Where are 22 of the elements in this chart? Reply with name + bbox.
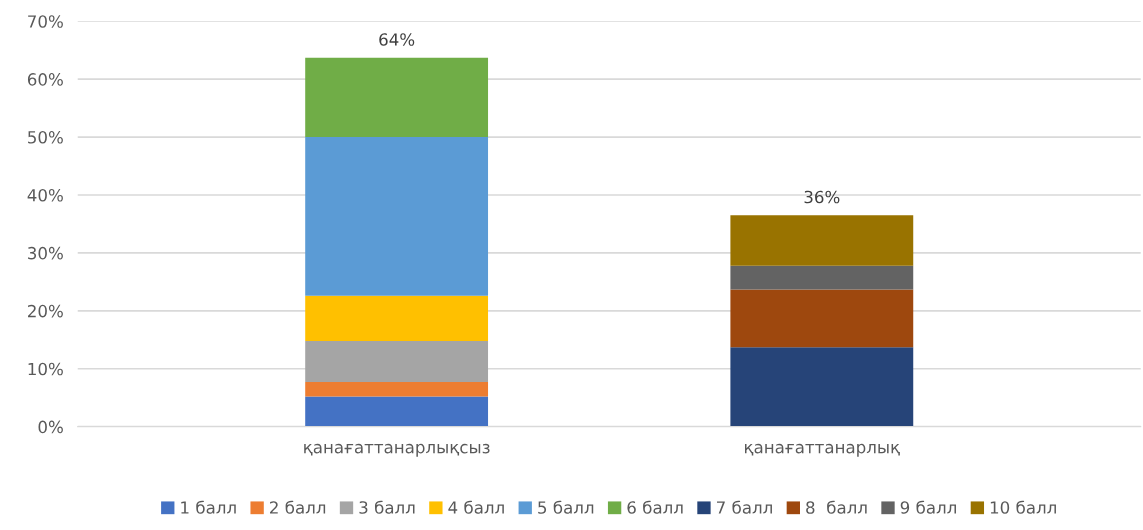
x-tick-label: қанағаттанарлықсыз <box>304 443 490 457</box>
legend-label: 10 балл <box>990 500 1056 514</box>
legend-label: 2 балл <box>270 500 326 514</box>
x-tick-label: қанағаттанарлық <box>745 443 900 457</box>
legend-label: 6 балл <box>627 500 683 514</box>
y-tick-label: 70% <box>28 15 63 28</box>
legend-label: 1 балл <box>181 500 236 514</box>
legend-label: 3 балл <box>359 500 415 514</box>
legend-label: 9 балл <box>900 500 956 514</box>
y-tick-label: 20% <box>28 304 63 318</box>
y-tick-label: 60% <box>27 73 63 86</box>
legend-label: 7 балл <box>717 500 772 514</box>
y-tick-label: 30% <box>28 246 63 260</box>
legend-label: 5 балл <box>538 500 594 514</box>
total-label: 36% <box>804 190 840 204</box>
legend-label: 4 балл <box>448 500 504 514</box>
y-tick-label: 50% <box>28 131 63 144</box>
total-label: 64% <box>379 33 415 46</box>
y-tick-label: 40% <box>27 188 63 202</box>
y-tick-label: 10% <box>28 362 63 376</box>
y-tick-label: 0% <box>38 420 63 434</box>
legend-label: 8 балл <box>806 500 867 514</box>
